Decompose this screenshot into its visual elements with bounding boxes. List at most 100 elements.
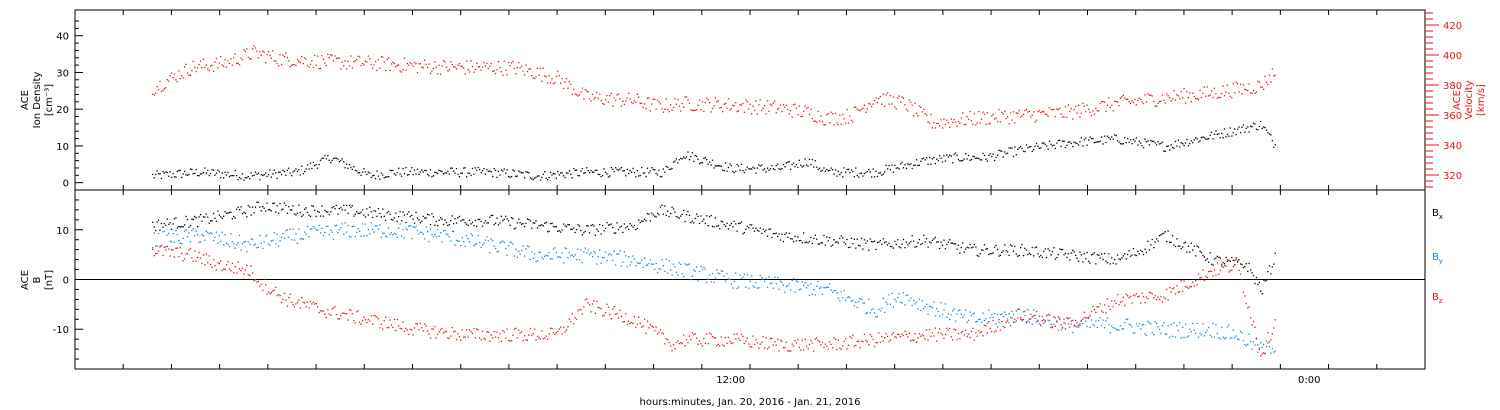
bz-point xyxy=(875,342,877,344)
density-point xyxy=(1176,145,1178,147)
density-point xyxy=(889,169,892,171)
density-point xyxy=(1158,143,1161,145)
bz-point xyxy=(233,272,235,274)
velocity-point xyxy=(270,57,272,59)
bx-point xyxy=(367,214,369,216)
bx-point xyxy=(901,243,903,245)
bz-point xyxy=(690,338,692,341)
velocity-point xyxy=(573,88,575,90)
bx-point xyxy=(1022,255,1025,257)
bx-point xyxy=(820,242,822,244)
by-point xyxy=(557,256,559,258)
density-point xyxy=(907,163,909,165)
by-point xyxy=(416,230,419,232)
bz-point xyxy=(976,335,978,337)
bx-point xyxy=(541,224,543,226)
velocity-point xyxy=(1054,115,1056,118)
bz-point xyxy=(642,325,644,327)
density-point xyxy=(853,176,855,178)
bx-point xyxy=(288,206,290,208)
bx-point xyxy=(1242,267,1245,269)
bx-point xyxy=(623,223,625,225)
velocity-point xyxy=(1105,110,1107,113)
bx-point xyxy=(542,225,544,227)
bz-point xyxy=(337,318,339,320)
bx-point xyxy=(1073,251,1075,253)
velocity-point xyxy=(1027,111,1029,113)
density-point xyxy=(898,168,900,170)
bz-point xyxy=(403,330,406,332)
bz-point xyxy=(568,318,570,320)
by-point xyxy=(1218,337,1220,339)
bx-point xyxy=(305,207,307,209)
bx-point xyxy=(251,206,254,208)
bx-point xyxy=(636,227,638,230)
bx-point xyxy=(1122,255,1124,257)
bz-point xyxy=(740,333,743,336)
bz-point xyxy=(759,343,761,345)
density-point xyxy=(396,171,398,174)
velocity-point xyxy=(405,69,407,71)
density-point xyxy=(1128,141,1130,143)
bz-point xyxy=(1260,355,1262,357)
velocity-point xyxy=(175,79,177,81)
velocity-point xyxy=(541,80,543,82)
velocity-point xyxy=(690,109,692,111)
bx-point xyxy=(1061,248,1064,251)
density-point xyxy=(366,173,368,176)
bx-point xyxy=(526,218,529,220)
by-point xyxy=(383,232,385,235)
bx-point xyxy=(386,212,388,214)
velocity-point xyxy=(500,71,502,73)
bx-point xyxy=(798,240,800,242)
density-point xyxy=(895,167,897,169)
bz-point xyxy=(817,339,819,342)
bx-point xyxy=(1044,248,1046,250)
velocity-point xyxy=(382,56,384,58)
bz-point xyxy=(557,330,559,332)
velocity-point xyxy=(761,109,763,112)
by-point xyxy=(1124,322,1126,324)
by-point xyxy=(872,308,874,310)
by-point xyxy=(804,282,806,284)
velocity-point xyxy=(247,56,249,58)
velocity-point xyxy=(982,111,984,113)
bz-point xyxy=(998,319,1000,321)
bz-point xyxy=(923,335,925,337)
b-y-tick-label: -10 xyxy=(53,325,69,336)
velocity-point xyxy=(463,67,465,69)
velocity-point xyxy=(924,113,926,115)
bz-point xyxy=(845,338,847,340)
velocity-point xyxy=(1192,92,1194,94)
bx-point xyxy=(986,248,988,250)
by-point xyxy=(547,255,549,257)
bx-point xyxy=(1226,259,1229,261)
by-point xyxy=(402,228,404,230)
bx-point xyxy=(742,233,744,235)
density-point xyxy=(168,175,170,177)
bz-point xyxy=(839,347,841,349)
bx-point xyxy=(211,220,213,222)
density-point xyxy=(1004,151,1006,153)
bx-point xyxy=(923,234,925,236)
density-point xyxy=(735,170,737,172)
bx-point xyxy=(461,219,463,221)
bz-point xyxy=(1254,326,1256,328)
density-point xyxy=(236,175,238,177)
bz-point xyxy=(1154,295,1156,297)
by-point xyxy=(994,312,996,315)
by-point xyxy=(619,250,621,252)
bz-point xyxy=(361,320,364,322)
bz-point xyxy=(737,337,740,340)
bx-point xyxy=(166,218,168,220)
bz-point xyxy=(159,246,161,248)
density-point xyxy=(662,168,664,170)
density-point xyxy=(732,170,734,173)
density-point xyxy=(655,172,657,175)
bz-point xyxy=(824,343,826,345)
by-point xyxy=(555,251,557,254)
density-point xyxy=(1046,145,1048,147)
right-y-tick-label: 400 xyxy=(1443,51,1462,62)
bx-point xyxy=(635,229,637,231)
density-point xyxy=(1017,148,1019,150)
